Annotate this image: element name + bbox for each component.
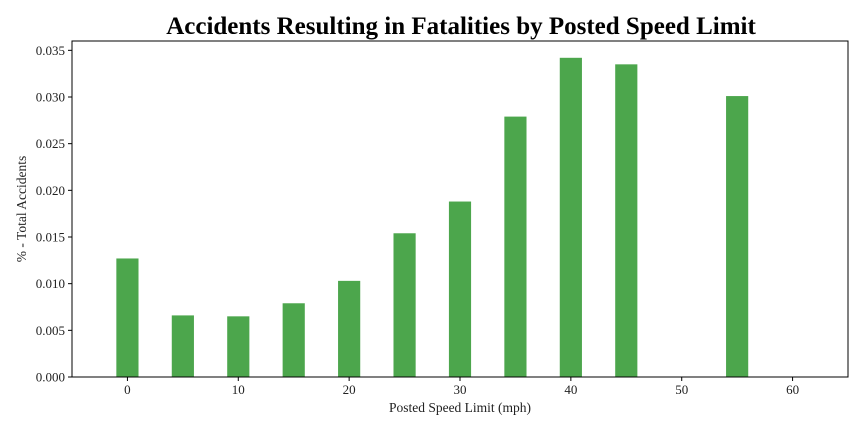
y-tick-label: 0.030 bbox=[36, 90, 65, 105]
y-tick-label: 0.000 bbox=[36, 370, 65, 385]
x-tick-label: 60 bbox=[786, 382, 799, 397]
bar-20-mph bbox=[338, 280, 361, 377]
y-tick-label: 0.020 bbox=[36, 183, 65, 198]
chart-title: Accidents Resulting in Fatalities by Pos… bbox=[166, 13, 756, 40]
bar-35-mph bbox=[504, 116, 527, 377]
plot-frame bbox=[71, 40, 849, 378]
x-tick-label: 40 bbox=[564, 382, 577, 397]
y-tick-label: 0.025 bbox=[36, 136, 65, 151]
x-tick-label: 0 bbox=[124, 382, 131, 397]
x-tick-label: 10 bbox=[232, 382, 245, 397]
bars-group bbox=[116, 57, 749, 378]
x-tick-label: 30 bbox=[454, 382, 467, 397]
x-tick-label: 50 bbox=[675, 382, 688, 397]
y-tick-label: 0.010 bbox=[36, 276, 65, 291]
y-tick-label: 0.015 bbox=[36, 230, 65, 245]
bar-10-mph bbox=[227, 316, 250, 377]
y-tick-label: 0.035 bbox=[36, 43, 65, 58]
x-tick-label: 20 bbox=[343, 382, 356, 397]
bar-30-mph bbox=[448, 201, 472, 377]
y-tick-label: 0.005 bbox=[36, 323, 65, 338]
bar-45-mph bbox=[615, 64, 638, 377]
bar-0-mph bbox=[116, 258, 139, 377]
bar-40-mph bbox=[559, 57, 582, 378]
bar-55-mph bbox=[726, 96, 749, 378]
y-ticks: 0.000 0.005 0.010 0.015 0.020 0.025 0.030 0.035 bbox=[36, 43, 72, 385]
bar-5-mph bbox=[171, 315, 194, 377]
x-ticks: 0 10 20 30 40 50 60 bbox=[124, 377, 799, 397]
bar-15-mph bbox=[282, 303, 305, 377]
y-axis-label: % - Total Accidents bbox=[14, 156, 29, 262]
bar-25-mph bbox=[393, 233, 416, 377]
x-axis-label: Posted Speed Limit (mph) bbox=[389, 400, 531, 415]
